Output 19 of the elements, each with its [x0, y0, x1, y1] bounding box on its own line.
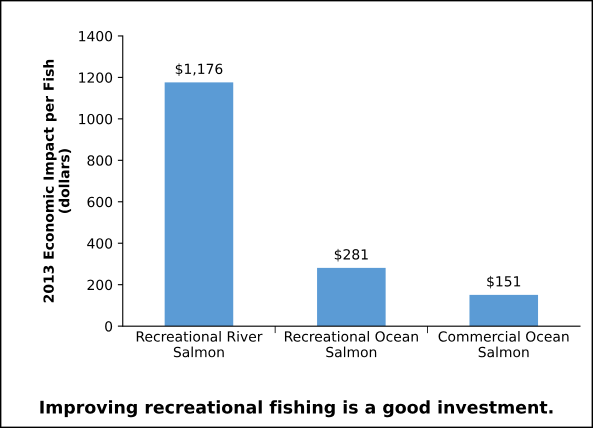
data-label: $151: [487, 276, 520, 288]
y-tick-label: 400: [87, 238, 112, 249]
data-label: $281: [334, 248, 368, 262]
y-tick-label: 1400: [79, 30, 112, 42]
y-tick-label: 1000: [79, 114, 112, 124]
data-label: $1,176: [176, 63, 222, 76]
x-tick-label: Recreational River Salmon: [136, 330, 262, 358]
bar: [469, 294, 538, 326]
y-tick-label: 800: [87, 155, 112, 166]
bar: [164, 82, 234, 326]
y-tick-label: 200: [88, 280, 112, 290]
y-axis-title: 2013 Economic Impact per Fish (dollars): [43, 60, 72, 302]
x-tick-label: Recreational Ocean Salmon: [284, 330, 418, 358]
bar: [317, 268, 386, 326]
y-tick-label: 0: [105, 321, 112, 332]
x-tick-label: Commercial Ocean Salmon: [438, 330, 569, 358]
y-tick-label: 600: [87, 196, 112, 208]
text: Improving recreational fishing is a good investment.: [40, 400, 552, 418]
y-tick-label: 1200: [79, 72, 112, 83]
